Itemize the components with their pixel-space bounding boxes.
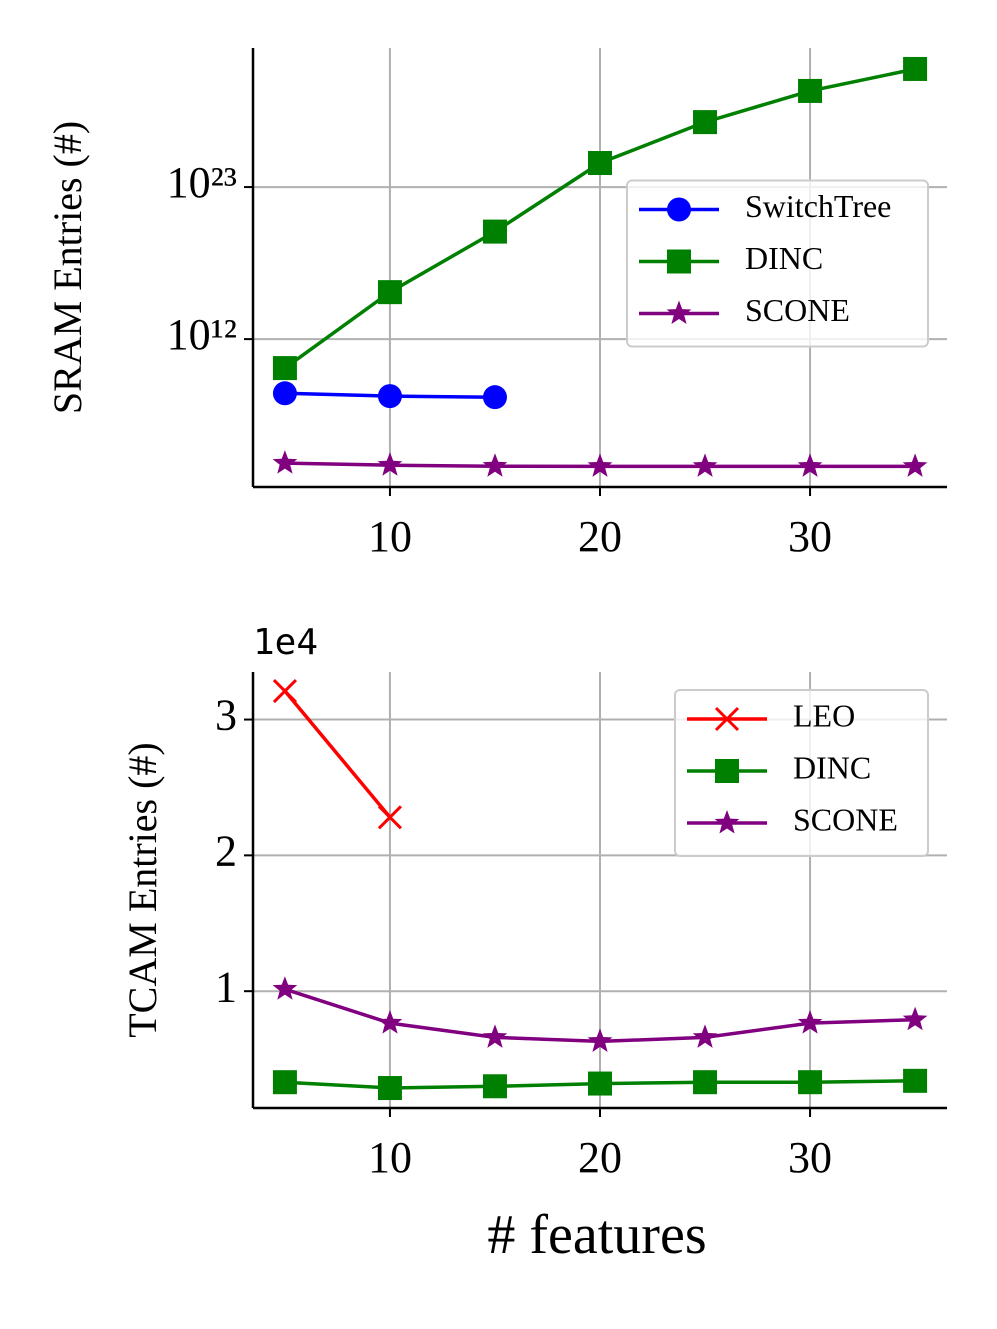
x-tick-label: 10 bbox=[368, 1133, 412, 1182]
legend-marker bbox=[714, 706, 740, 732]
legend-marker bbox=[714, 810, 740, 834]
y-tick-label: 3 bbox=[215, 691, 237, 740]
marker bbox=[272, 1070, 297, 1095]
marker bbox=[587, 1028, 613, 1052]
marker bbox=[272, 450, 298, 474]
x-tick-label: 30 bbox=[788, 1133, 832, 1182]
marker bbox=[902, 453, 928, 477]
marker bbox=[692, 453, 718, 477]
x-tick-label: 10 bbox=[368, 512, 412, 561]
legend-marker bbox=[666, 300, 692, 324]
legend-box bbox=[626, 179, 929, 348]
series-line bbox=[283, 689, 392, 819]
marker bbox=[692, 1024, 718, 1048]
legend-marker bbox=[667, 249, 691, 274]
marker bbox=[482, 1074, 507, 1099]
marker bbox=[588, 151, 612, 176]
marker bbox=[482, 219, 507, 244]
marker bbox=[797, 453, 823, 477]
y-axis-label: SRAM Entries (#) bbox=[45, 121, 90, 414]
marker bbox=[272, 678, 297, 704]
marker bbox=[588, 1071, 612, 1096]
legend-label: DINC bbox=[793, 749, 871, 785]
y-tick-label: 1 bbox=[215, 962, 237, 1011]
marker bbox=[377, 805, 403, 830]
legend-label: SwitchTree bbox=[745, 188, 891, 224]
marker bbox=[377, 452, 403, 476]
legend-marker bbox=[667, 197, 691, 222]
legend-box bbox=[674, 689, 929, 857]
marker bbox=[587, 453, 613, 477]
marker bbox=[482, 453, 508, 477]
legend-label: SCONE bbox=[745, 292, 850, 328]
marker bbox=[902, 1006, 928, 1031]
marker bbox=[272, 356, 297, 381]
marker bbox=[903, 1068, 928, 1093]
marker bbox=[903, 56, 928, 81]
marker bbox=[377, 1076, 402, 1101]
legend-label: SCONE bbox=[793, 801, 898, 837]
legend-label: DINC bbox=[745, 240, 823, 276]
x-tick-label: 30 bbox=[788, 512, 832, 561]
legend-label: LEO bbox=[793, 697, 855, 733]
marker bbox=[797, 1010, 823, 1034]
marker bbox=[377, 384, 402, 409]
marker bbox=[377, 280, 402, 305]
y-tick-label: 10²³ bbox=[167, 158, 237, 207]
marker bbox=[377, 1010, 403, 1034]
legend-marker bbox=[715, 759, 739, 783]
marker bbox=[482, 385, 507, 410]
y-tick-label: 2 bbox=[215, 826, 237, 875]
marker bbox=[482, 1024, 508, 1048]
x-tick-label: 20 bbox=[578, 512, 622, 561]
y-tick-label: 10¹² bbox=[167, 310, 237, 359]
marker bbox=[798, 1070, 823, 1095]
marker bbox=[272, 381, 297, 406]
marker bbox=[798, 78, 823, 103]
x-axis-label: # features bbox=[487, 1204, 706, 1266]
marker bbox=[272, 976, 298, 1000]
marker bbox=[693, 1070, 718, 1095]
marker bbox=[693, 110, 718, 135]
offset-text: 1e4 bbox=[253, 622, 318, 663]
y-axis-label: TCAM Entries (#) bbox=[120, 742, 165, 1038]
x-tick-label: 20 bbox=[578, 1133, 622, 1182]
